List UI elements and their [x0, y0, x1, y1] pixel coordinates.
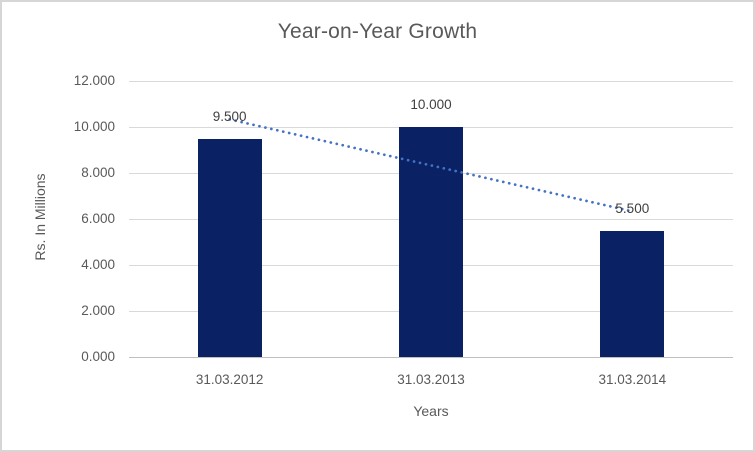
x-category-label: 31.03.2013: [397, 372, 465, 387]
y-tick-label: 6.000: [81, 211, 115, 226]
y-tick-label: 8.000: [81, 165, 115, 180]
bar-data-label: 5.500: [615, 200, 650, 216]
bar-31.03.2013: [399, 127, 463, 357]
x-axis-title: Years: [413, 403, 449, 419]
y-tick-label: 0.000: [81, 349, 115, 364]
bar-31.03.2014: [600, 230, 665, 357]
y-tick-label: 2.000: [81, 303, 115, 318]
chart-title: Year-on-Year Growth: [277, 20, 478, 43]
gridline: [129, 80, 733, 82]
x-axis-line: [129, 356, 733, 358]
bar-31.03.2012: [197, 138, 262, 357]
x-category-label: 31.03.2012: [195, 372, 264, 387]
bar-data-label: 10.000: [410, 97, 452, 112]
x-category-label: 31.03.2014: [598, 372, 667, 387]
y-tick-label: 12.000: [73, 73, 115, 88]
y-tick-label: 10.000: [73, 119, 115, 134]
y-tick-label: 4.000: [81, 257, 115, 272]
bar-data-label: 9.500: [212, 108, 247, 124]
